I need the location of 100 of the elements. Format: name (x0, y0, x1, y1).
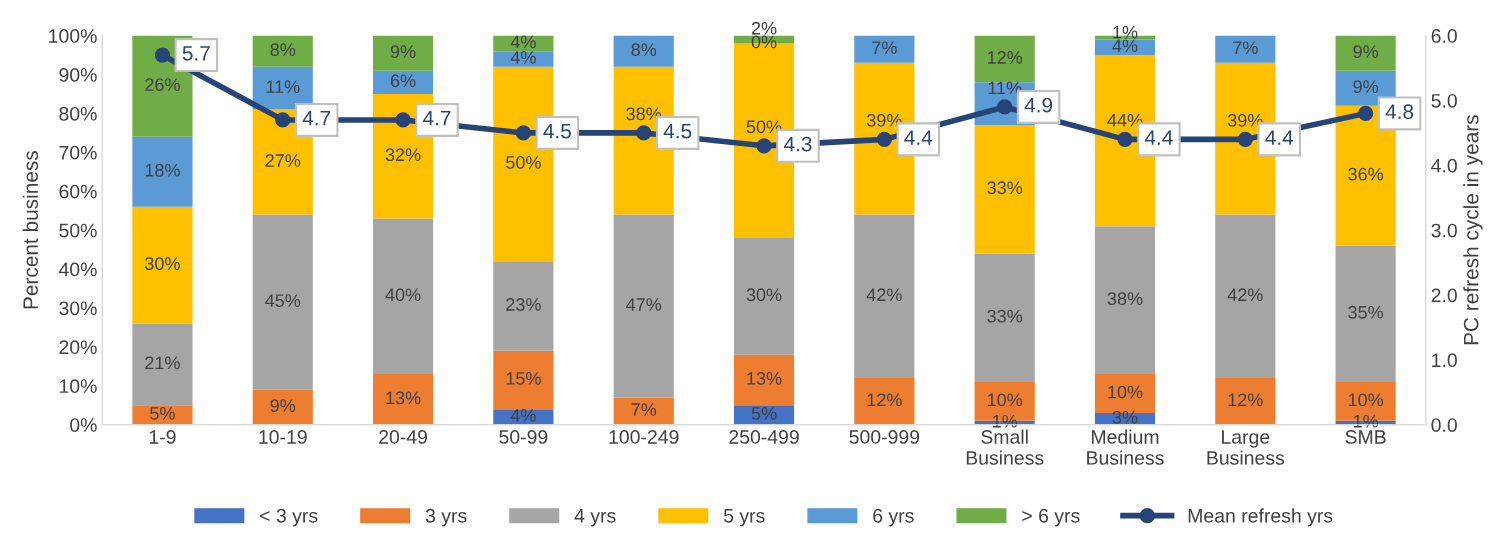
bar (613, 35, 674, 67)
point (515, 125, 532, 141)
bar (854, 378, 915, 425)
data-label: 1% (993, 414, 1018, 428)
data-label: 10% (1348, 393, 1384, 407)
legend-label: 4 yrs (574, 509, 616, 527)
legend-label: Mean refresh yrs (1188, 508, 1333, 527)
data-label: 32% (385, 148, 421, 162)
data-label: 12% (1228, 393, 1263, 407)
y2-tick-label: 2.0 (1431, 288, 1457, 303)
data-label: 5% (751, 407, 777, 420)
bar (733, 354, 795, 406)
x-tick-label: Small Business (966, 429, 1044, 465)
data-label: 4.7 (302, 110, 331, 126)
data-label: 27% (265, 154, 301, 167)
data-label: 18% (145, 163, 180, 177)
data-label: 7% (1233, 41, 1258, 55)
bar (1335, 245, 1396, 382)
data-label: 15% (506, 372, 541, 385)
data-label: 26% (145, 78, 180, 92)
y2-tick-label: 0.0 (1431, 418, 1457, 432)
bar (854, 35, 915, 63)
bar (613, 397, 674, 425)
y2-tick-label: 4.0 (1431, 158, 1457, 173)
data-label: 7% (872, 41, 897, 55)
point (1237, 131, 1253, 148)
bar (372, 70, 434, 94)
data-label: 33% (987, 309, 1023, 323)
data-label: 9% (390, 45, 416, 58)
data-label: 50% (746, 120, 782, 134)
y2-axis-title: PC refresh cycle in years (1463, 115, 1483, 345)
x-tick-label: Large Business (1207, 430, 1285, 465)
y-tick-label: 30% (59, 301, 97, 316)
legend-label: 5 yrs (723, 509, 765, 527)
data-label: 3% (1112, 410, 1138, 424)
data-label: 11% (266, 80, 300, 93)
data-label: 9% (1353, 80, 1379, 93)
data-label: 23% (506, 298, 541, 311)
data-label: 1% (1113, 25, 1138, 39)
y-tick-label: 0% (70, 418, 97, 432)
bar (1094, 226, 1156, 375)
point (876, 131, 892, 148)
bar (252, 214, 313, 390)
x-tick-label: 50-99 (499, 430, 548, 444)
data-label: 4.5 (543, 123, 571, 139)
bar (1215, 35, 1276, 63)
data-label: 9% (270, 399, 296, 413)
y-tick-label: 40% (58, 262, 97, 277)
bar (1215, 214, 1276, 379)
bar (493, 51, 554, 67)
data-label: 13% (747, 372, 782, 385)
data-label: 4.4 (1144, 130, 1173, 145)
x-tick-label: SMB (1345, 430, 1386, 444)
bar (252, 35, 313, 67)
bar (132, 405, 193, 425)
legend-label: 3 yrs (425, 508, 467, 527)
data-label: 2% (751, 21, 777, 35)
y2-tick-label: 6.0 (1431, 29, 1457, 43)
bar (132, 136, 193, 207)
x-tick-label: 100-249 (609, 430, 679, 444)
x-tick-label: 500-999 (849, 430, 920, 444)
bar (132, 206, 193, 324)
x-tick-label: 10-19 (259, 430, 307, 444)
legend-label: < 3 yrs (260, 508, 318, 527)
bar (613, 214, 674, 398)
data-label: 4.7 (422, 110, 451, 126)
data-label: 8% (270, 43, 296, 57)
data-label: 6% (390, 74, 416, 88)
bar (1215, 378, 1276, 425)
point (395, 112, 411, 128)
data-label: 7% (631, 403, 657, 416)
bar (974, 253, 1035, 382)
data-label: 50% (506, 156, 541, 169)
data-label: 4% (510, 35, 536, 49)
data-label: 10% (987, 393, 1023, 407)
data-label: 40% (385, 288, 421, 302)
data-label: 4.3 (783, 136, 812, 152)
data-label: 30% (746, 288, 782, 302)
y-tick-label: 50% (59, 223, 97, 238)
x-tick-label: 250-499 (729, 430, 799, 444)
bar (493, 350, 554, 410)
y2-tick-label: 5.0 (1431, 93, 1457, 108)
data-label: 8% (631, 43, 657, 57)
data-label: 21% (145, 356, 180, 370)
point (1117, 131, 1133, 148)
bar (974, 35, 1035, 83)
bar (252, 389, 313, 425)
data-label: 42% (866, 288, 902, 302)
y2-tick-label: 3.0 (1431, 223, 1457, 238)
y2-tick-label: 1.0 (1432, 353, 1457, 368)
bar (974, 125, 1035, 254)
data-label: 13% (386, 391, 421, 405)
bar (493, 261, 554, 351)
data-label: 4.4 (1265, 130, 1294, 145)
data-label: 12% (987, 51, 1023, 64)
y-tick-label: 70% (59, 145, 97, 160)
bar (132, 323, 193, 406)
y-tick-label: 20% (59, 340, 97, 355)
data-label: 4% (510, 51, 536, 64)
data-label: 44% (1107, 114, 1143, 127)
